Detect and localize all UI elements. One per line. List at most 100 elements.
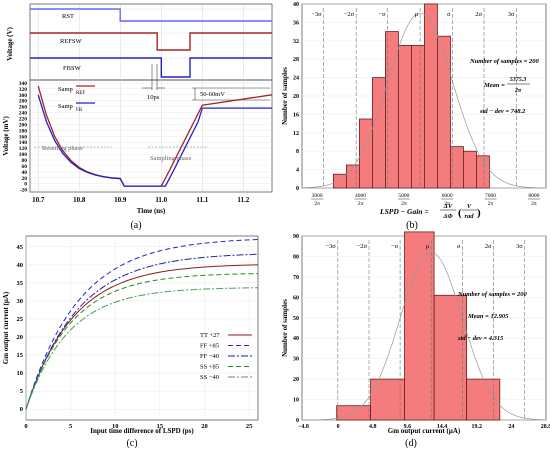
d-sigma-label: −2σ: [357, 243, 368, 250]
b-x-tick-den: 2π: [401, 201, 407, 207]
b-bar: [437, 35, 451, 189]
d-bar: [370, 378, 405, 421]
a-xlabel: Time (ns): [137, 207, 166, 215]
c-x-tick-label: 10: [112, 423, 119, 430]
b-x-tick-num: 6000: [442, 193, 453, 199]
d-y-tick-label: 30: [293, 357, 299, 363]
d-y-tick-label: 20: [293, 377, 299, 383]
b-x-tick-den: 2π: [314, 201, 320, 207]
a-trace-refsw: [30, 32, 272, 51]
c-y-tick-label: 40: [17, 262, 24, 269]
b-bar: [463, 150, 477, 189]
a-x-tick-label: 11.1: [196, 196, 208, 204]
a-legend: Samp REF Samp FB: [58, 85, 95, 113]
c-legend-label: SS +85: [200, 364, 219, 371]
b-bar: [411, 45, 425, 189]
a-sampling-phase: Sampling phase: [150, 155, 191, 162]
a-y-tick-label: 40: [22, 170, 28, 176]
c-series-line: [25, 287, 258, 410]
b-y-tick-label: 28: [293, 57, 299, 63]
c-legend-label: FF +85: [200, 343, 219, 350]
a-50-60mv-marker: [192, 87, 270, 101]
b-sigma-label: −3σ: [311, 11, 322, 18]
b-stats-std: std − dev = 748.2: [479, 108, 526, 115]
svg-text:V: V: [467, 203, 472, 210]
b-y-tick-label: 40: [293, 2, 299, 8]
a-y-tick-label: 0: [24, 182, 27, 188]
c-y-tick-label: 30: [17, 298, 24, 305]
c-series-line: [25, 239, 259, 410]
d-stats-std: std − dev = 4.315: [457, 335, 504, 342]
b-normal-curve: [301, 12, 546, 189]
a-trace-label-fbsw: FBSW: [63, 65, 82, 72]
b-x-tick-den: 2π: [531, 201, 537, 207]
chart-c: 0 5 10 15 20 25 0 5 10 15 20 25 30 35 40 45 TT +27 FF +…: [2, 235, 259, 435]
d-sigma-label: σ: [457, 243, 461, 250]
d-x-tick-label: 28.8: [541, 424, 550, 430]
d-bar: [466, 378, 501, 421]
b-y-tick-label: 24: [293, 76, 299, 82]
d-sigma-label: −σ: [391, 243, 399, 250]
b-sigma-label: −2σ: [344, 11, 355, 18]
c-y-tick-label: 5: [20, 388, 24, 395]
d-y-tick-label: 0: [296, 418, 299, 424]
d-xlabel: Gm output current (μA): [388, 427, 461, 435]
a-y-tick-label: 160: [19, 134, 28, 140]
d-bar: [404, 231, 435, 421]
d-sigma-label: μ: [426, 243, 430, 250]
a-50-60mv-label: 50-60mV: [200, 91, 225, 98]
svg-text:LSPD − Gain =: LSPD − Gain =: [379, 207, 429, 216]
svg-text:ΔΦ: ΔΦ: [442, 213, 453, 220]
a-y-tick-label: -20: [20, 188, 28, 194]
d-x-tick-label: 0: [337, 424, 340, 430]
chart-b: −3σ −2σ −σ μ σ 2σ 3σ 3000 2π 4000 2π 5000 2π 6000 2π 7…: [281, 2, 547, 220]
d-y-tick-label: 50: [293, 316, 299, 322]
c-x-tick-label: 5: [69, 423, 73, 430]
c-ylabel: Gm output current (μA): [2, 291, 10, 364]
a-y-tick-label: 20: [22, 176, 28, 182]
b-x-tick-num: 8000: [528, 193, 539, 199]
a-trace-label-rst: RST: [62, 13, 74, 20]
d-ylabel: Number of samples: [281, 299, 289, 357]
c-legend-label: TT +27: [200, 332, 220, 339]
a-y-tick-label: 60: [22, 164, 28, 170]
b-y-tick-label: 16: [293, 112, 299, 118]
b-y-tick-label: 20: [293, 94, 299, 100]
a-y-tick-label: 280: [19, 99, 28, 105]
plot-a-bottom-frame: [29, 79, 273, 193]
b-sigma-label: 2σ: [475, 11, 482, 18]
a-top-ylabel: Voltage (V): [6, 26, 14, 60]
a-y-tick-label: 320: [19, 87, 28, 93]
a-y-tick-label: 140: [19, 140, 28, 146]
b-sigma-label: σ: [447, 11, 451, 18]
c-x-tick-label: 20: [201, 423, 208, 430]
b-bar: [372, 77, 386, 189]
a-x-tick-label: 11.0: [155, 196, 167, 204]
svg-text:(: (: [458, 207, 462, 219]
a-y-tick-label: 180: [19, 128, 28, 134]
b-bar: [398, 45, 412, 189]
d-y-tick-label: 80: [293, 254, 299, 260]
c-y-tick-label: 20: [17, 334, 24, 341]
d-y-tick-label: 70: [293, 275, 299, 281]
d-x-tick-label: 19.2: [471, 424, 482, 430]
b-y-tick-label: 36: [293, 20, 299, 26]
b-x-tick-den: 2π: [358, 201, 364, 207]
c-y-tick-label: 45: [17, 244, 24, 251]
a-legend-ref-label: Samp: [58, 86, 73, 93]
a-bottom-ylabel: Voltage (mV): [2, 116, 10, 156]
c-x-tick-label: 15: [157, 423, 164, 430]
b-sigma-label: −σ: [378, 11, 386, 18]
b-y-tick-label: 4: [296, 168, 299, 174]
a-10ps-label: 10ps: [147, 94, 160, 101]
a-y-tick-label: 340: [19, 81, 28, 87]
b-x-tick-num: 5000: [398, 193, 409, 199]
b-y-tick-label: 8: [296, 149, 299, 155]
c-y-tick-label: 25: [17, 316, 24, 323]
a-trace-rst: [30, 8, 272, 22]
d-y-tick-label: 10: [293, 398, 299, 404]
a-y-tick-label: 220: [19, 117, 28, 123]
panel-label-c: (c): [126, 438, 137, 449]
b-x-tick-den: 2π: [444, 201, 450, 207]
c-y-tick-label: 0: [20, 406, 23, 413]
